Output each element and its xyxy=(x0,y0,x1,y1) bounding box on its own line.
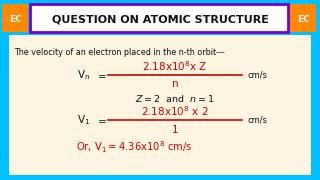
Bar xyxy=(30,4,288,32)
Text: $\mathregular{n}$: $\mathregular{n}$ xyxy=(171,79,179,89)
Text: cm/s: cm/s xyxy=(248,71,268,80)
Text: cm/s: cm/s xyxy=(248,116,268,125)
Text: $=$: $=$ xyxy=(95,115,107,125)
Text: The velocity of an electron placed in the n-th orbit---: The velocity of an electron placed in th… xyxy=(14,48,225,57)
Text: $\mathregular{V_1}$: $\mathregular{V_1}$ xyxy=(77,113,90,127)
Text: Or, $\mathregular{V_1 = 4.36x10^8}$ cm/s: Or, $\mathregular{V_1 = 4.36x10^8}$ cm/s xyxy=(76,139,193,155)
Text: $=$: $=$ xyxy=(95,70,107,80)
Text: $\mathregular{2.18x10^8x\ Z}$: $\mathregular{2.18x10^8x\ Z}$ xyxy=(142,59,208,73)
Bar xyxy=(290,4,316,32)
Bar xyxy=(2,4,28,32)
Text: EC: EC xyxy=(297,15,309,24)
Text: $\mathregular{V_n}$: $\mathregular{V_n}$ xyxy=(77,68,90,82)
Text: $\mathregular{2.18x10^8\ x\ 2}$: $\mathregular{2.18x10^8\ x\ 2}$ xyxy=(141,104,209,118)
Text: QUESTION ON ATOMIC STRUCTURE: QUESTION ON ATOMIC STRUCTURE xyxy=(52,14,268,24)
Text: $Z = 2$  and  $n = 1$: $Z = 2$ and $n = 1$ xyxy=(135,93,215,103)
Bar xyxy=(8,34,312,176)
Text: $1$: $1$ xyxy=(171,123,179,135)
Text: EC: EC xyxy=(9,15,21,24)
